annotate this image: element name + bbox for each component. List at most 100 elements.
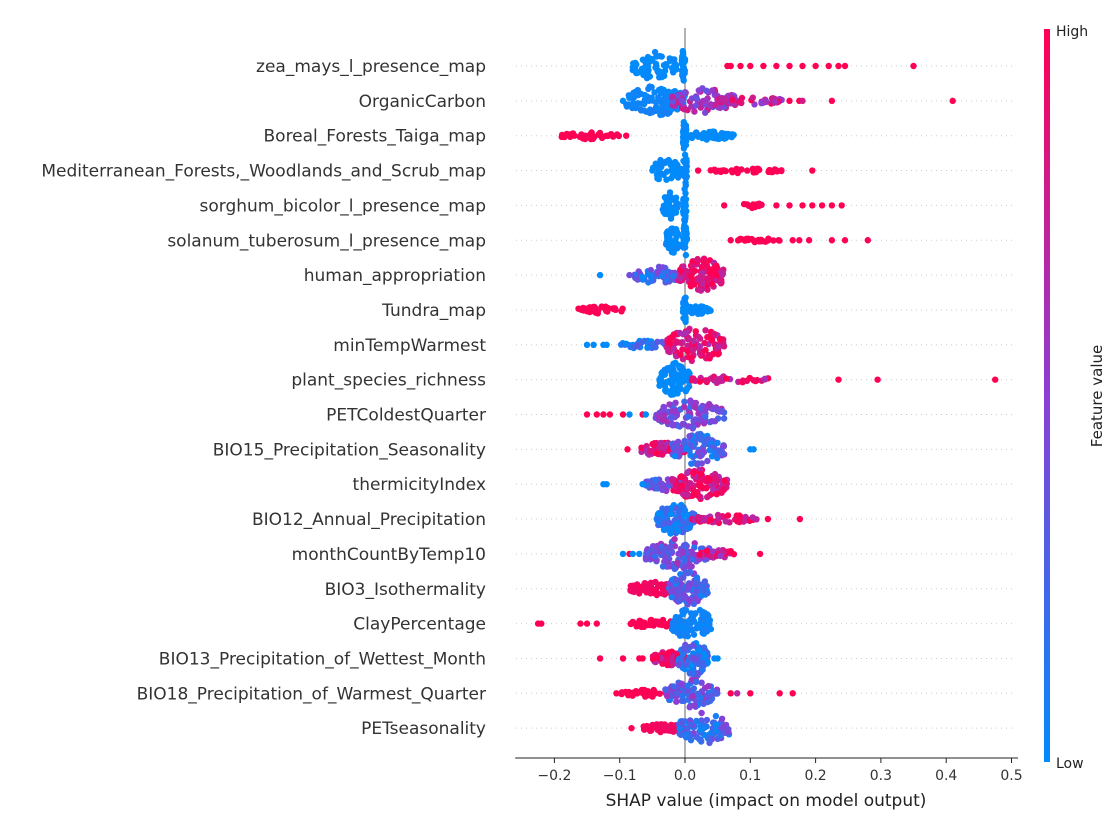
- data-point: [691, 108, 698, 115]
- data-point: [667, 588, 675, 595]
- data-point: [683, 732, 690, 739]
- data-point: [711, 474, 718, 481]
- feature-label: OrganicCarbon: [359, 92, 486, 112]
- data-point: [683, 131, 690, 138]
- data-point: [672, 62, 680, 69]
- x-tick-label: 0.0: [674, 768, 696, 784]
- data-point: [596, 132, 604, 139]
- data-point: [668, 413, 675, 421]
- x-tick-label: 0.1: [739, 768, 761, 784]
- data-point: [702, 327, 709, 334]
- data-point: [756, 202, 764, 209]
- data-point: [789, 237, 796, 244]
- data-point: [673, 376, 681, 383]
- data-point: [698, 592, 705, 599]
- data-point: [681, 89, 689, 96]
- data-point: [624, 102, 631, 109]
- data-point: [762, 97, 769, 104]
- data-point: [644, 271, 652, 278]
- data-point: [673, 169, 680, 176]
- data-point: [674, 559, 681, 567]
- data-point: [682, 174, 690, 182]
- data-point: [681, 606, 688, 613]
- colorbar-title: Feature value: [1088, 345, 1106, 447]
- data-point: [704, 457, 711, 465]
- data-point: [715, 343, 722, 350]
- data-point: [690, 642, 697, 649]
- data-point: [700, 622, 707, 629]
- data-point: [665, 199, 672, 206]
- data-point: [685, 423, 692, 430]
- data-point: [720, 167, 728, 174]
- data-point: [690, 337, 697, 344]
- data-point: [628, 724, 635, 732]
- data-point: [736, 518, 743, 526]
- data-point: [698, 738, 705, 745]
- data-point: [660, 520, 668, 527]
- data-point: [619, 411, 627, 418]
- data-point: [727, 548, 734, 555]
- data-point: [770, 237, 777, 244]
- data-point: [712, 690, 719, 697]
- x-tick-label: −0.2: [537, 768, 571, 784]
- data-point: [700, 700, 707, 707]
- data-point: [692, 655, 700, 662]
- data-point: [613, 690, 620, 697]
- data-point: [639, 56, 647, 63]
- data-point: [728, 167, 735, 174]
- feature-label: BIO3_Isothermality: [325, 580, 486, 600]
- data-point: [747, 690, 754, 697]
- data-point: [659, 109, 666, 116]
- data-point: [799, 97, 806, 105]
- data-point: [603, 341, 610, 348]
- data-point: [694, 167, 702, 174]
- feature-label: ClayPercentage: [353, 615, 486, 635]
- data-point: [643, 550, 650, 557]
- data-point: [648, 448, 655, 455]
- data-point: [654, 338, 661, 345]
- data-point: [712, 452, 720, 459]
- data-point: [650, 442, 658, 449]
- data-point: [690, 631, 698, 638]
- data-point: [721, 202, 728, 209]
- data-point: [666, 401, 673, 408]
- feature-labels: zea_mays_l_presence_map OrganicCarbon Bore…: [41, 57, 486, 739]
- data-point: [642, 411, 649, 418]
- data-point: [772, 98, 779, 106]
- data-point: [697, 304, 704, 311]
- data-point: [680, 65, 687, 72]
- data-point: [652, 64, 659, 71]
- data-point: [744, 167, 751, 174]
- data-point: [667, 364, 675, 371]
- data-point: [715, 167, 722, 174]
- data-point: [668, 227, 676, 235]
- data-point: [691, 702, 698, 709]
- data-point: [701, 724, 708, 731]
- data-point: [716, 378, 723, 385]
- data-point: [647, 340, 655, 348]
- data-point: [697, 430, 704, 438]
- data-point: [603, 481, 610, 488]
- data-point: [687, 564, 694, 571]
- data-point: [655, 413, 663, 420]
- data-point: [686, 524, 693, 531]
- data-point: [696, 378, 704, 385]
- data-point: [716, 278, 723, 285]
- data-point: [689, 556, 696, 563]
- data-point: [992, 376, 999, 383]
- data-point: [694, 276, 702, 284]
- data-point: [700, 587, 707, 594]
- data-point: [624, 446, 631, 453]
- data-point: [686, 597, 693, 604]
- x-axis-label: SHAP value (impact on model output): [606, 791, 927, 811]
- data-point: [646, 724, 654, 732]
- data-point: [707, 335, 715, 343]
- data-point: [682, 563, 689, 570]
- data-point: [659, 505, 666, 512]
- data-point: [658, 272, 666, 279]
- data-point: [721, 134, 728, 141]
- data-point: [631, 102, 638, 110]
- data-point: [703, 275, 711, 282]
- data-point: [684, 569, 691, 577]
- data-point: [644, 621, 651, 629]
